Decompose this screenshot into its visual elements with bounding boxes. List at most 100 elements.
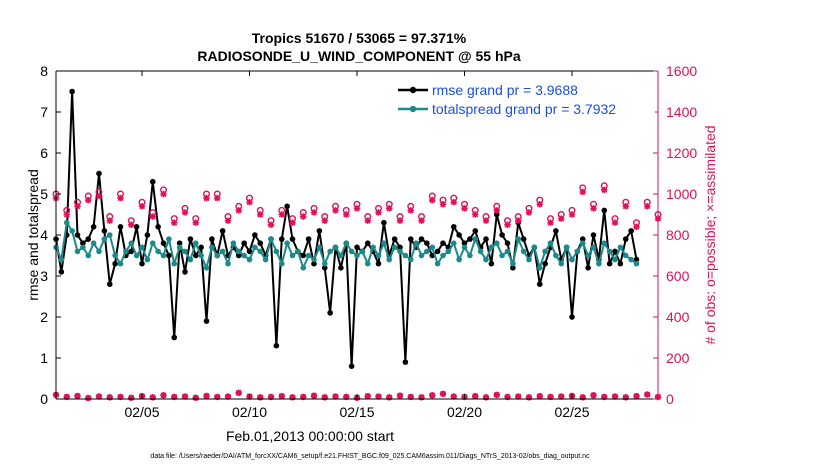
rmse-point xyxy=(628,228,634,234)
rmse-point xyxy=(467,236,473,242)
totalspread-point xyxy=(123,248,129,255)
totalspread-point xyxy=(472,236,479,242)
totalspread-point xyxy=(413,240,419,246)
totalspread-point xyxy=(542,248,548,255)
obs-assimilated-marker xyxy=(558,215,565,222)
rmse-point xyxy=(606,260,613,267)
totalspread-point xyxy=(585,252,591,259)
obs-assimilated-marker xyxy=(579,188,586,196)
totalspread-point xyxy=(407,256,414,263)
rmse-point xyxy=(520,236,527,242)
obs-assimilated-bottom-marker xyxy=(106,394,113,401)
totalspread-point xyxy=(192,240,199,246)
x-tick-label: 02/20 xyxy=(447,404,482,420)
totalspread-point xyxy=(547,240,554,246)
rmse-point xyxy=(182,269,188,275)
totalspread-point xyxy=(171,260,178,267)
obs-assimilated-marker xyxy=(106,217,113,224)
y-left-tick-label: 8 xyxy=(40,63,48,79)
totalspread-point xyxy=(370,244,376,251)
legend-rmse-label: rmse grand pr = 3.9688 xyxy=(432,82,578,98)
rmse-point xyxy=(198,244,204,251)
y-right-tick-label: 600 xyxy=(666,268,690,284)
rmse-point xyxy=(569,314,575,320)
rmse-point xyxy=(402,359,409,365)
obs-assimilated-marker xyxy=(525,209,533,216)
obs-assimilated-bottom-marker xyxy=(482,394,490,401)
totalspread-point xyxy=(96,248,102,255)
totalspread-point xyxy=(117,260,124,267)
rmse-point xyxy=(488,260,495,267)
obs-assimilated-bottom-marker xyxy=(235,389,242,397)
totalspread-point xyxy=(63,219,70,226)
obs-assimilated-bottom-marker xyxy=(310,392,318,399)
totalspread-point xyxy=(450,240,457,246)
rmse-point xyxy=(219,228,226,234)
rmse-point xyxy=(536,281,543,288)
totalspread-point xyxy=(101,236,108,242)
totalspread-point xyxy=(230,240,237,246)
obs-assimilated-marker xyxy=(439,201,447,208)
totalspread-point xyxy=(397,248,403,255)
totalspread-point xyxy=(343,240,350,246)
rmse-point xyxy=(612,248,618,255)
obs-assimilated-bottom-marker xyxy=(579,394,586,401)
rmse-point xyxy=(117,224,124,230)
totalspread-point xyxy=(386,256,393,263)
obs-assimilated-marker xyxy=(493,207,500,214)
rmse-point xyxy=(397,244,403,251)
obs-assimilated-marker xyxy=(590,205,597,212)
totalspread-point xyxy=(622,252,629,259)
totalspread-point xyxy=(106,232,113,238)
legend: rmse grand pr = 3.9688 totalspread grand… xyxy=(393,80,655,120)
totalspread-point xyxy=(520,248,527,255)
rmse-point xyxy=(69,88,75,95)
rmse-point xyxy=(316,228,323,234)
totalspread-point xyxy=(155,248,161,255)
rmse-point xyxy=(155,224,161,230)
rmse-point xyxy=(133,224,140,230)
chart-title-line1: Tropics 51670 / 53065 = 97.371% xyxy=(252,30,467,46)
totalspread-point xyxy=(69,228,75,234)
rmse-point xyxy=(144,232,151,238)
obs-assimilated-marker xyxy=(386,205,393,212)
rmse-point xyxy=(424,240,430,246)
totalspread-point xyxy=(252,244,258,251)
rmse-point xyxy=(106,281,113,288)
obs-assimilated-marker xyxy=(246,199,253,206)
totalspread-point xyxy=(440,252,446,259)
totalspread-point xyxy=(209,244,215,251)
totalspread-point xyxy=(536,265,543,271)
totalspread-point xyxy=(467,252,473,259)
totalspread-point xyxy=(434,260,441,267)
obs-assimilated-marker xyxy=(429,196,436,204)
totalspread-point xyxy=(628,256,634,263)
rmse-point xyxy=(375,260,382,267)
obs-assimilated-bottom-marker xyxy=(289,394,296,401)
totalspread-point xyxy=(160,252,167,259)
obs-assimilated-marker xyxy=(171,219,178,226)
x-tick-label: 02/10 xyxy=(232,404,267,420)
rmse-point xyxy=(418,236,425,242)
rmse-point xyxy=(407,236,414,242)
obs-assimilated-marker xyxy=(536,201,543,208)
obs-assimilated-bottom-marker xyxy=(160,392,167,399)
rmse-point xyxy=(90,224,97,230)
rmse-point xyxy=(289,236,296,242)
x-tick-label: 02/25 xyxy=(554,404,589,420)
obs-assimilated-marker xyxy=(343,211,350,218)
obs-assimilated-marker xyxy=(235,207,242,214)
rmse-point xyxy=(96,170,102,177)
obs-assimilated-marker xyxy=(310,209,318,216)
y-left-tick-label: 2 xyxy=(40,309,48,325)
rmse-point xyxy=(192,252,199,259)
obs-assimilated-marker xyxy=(289,219,296,226)
obs-assimilated-marker xyxy=(353,205,361,212)
rmse-point xyxy=(241,240,247,246)
obs-assimilated-marker xyxy=(601,186,608,194)
rmse-point xyxy=(252,232,258,238)
rmse-point xyxy=(338,265,344,271)
obs-assimilated-bottom-marker xyxy=(439,390,447,398)
obs-assimilated-bottom-marker xyxy=(74,392,81,400)
rmse-point xyxy=(364,240,371,246)
